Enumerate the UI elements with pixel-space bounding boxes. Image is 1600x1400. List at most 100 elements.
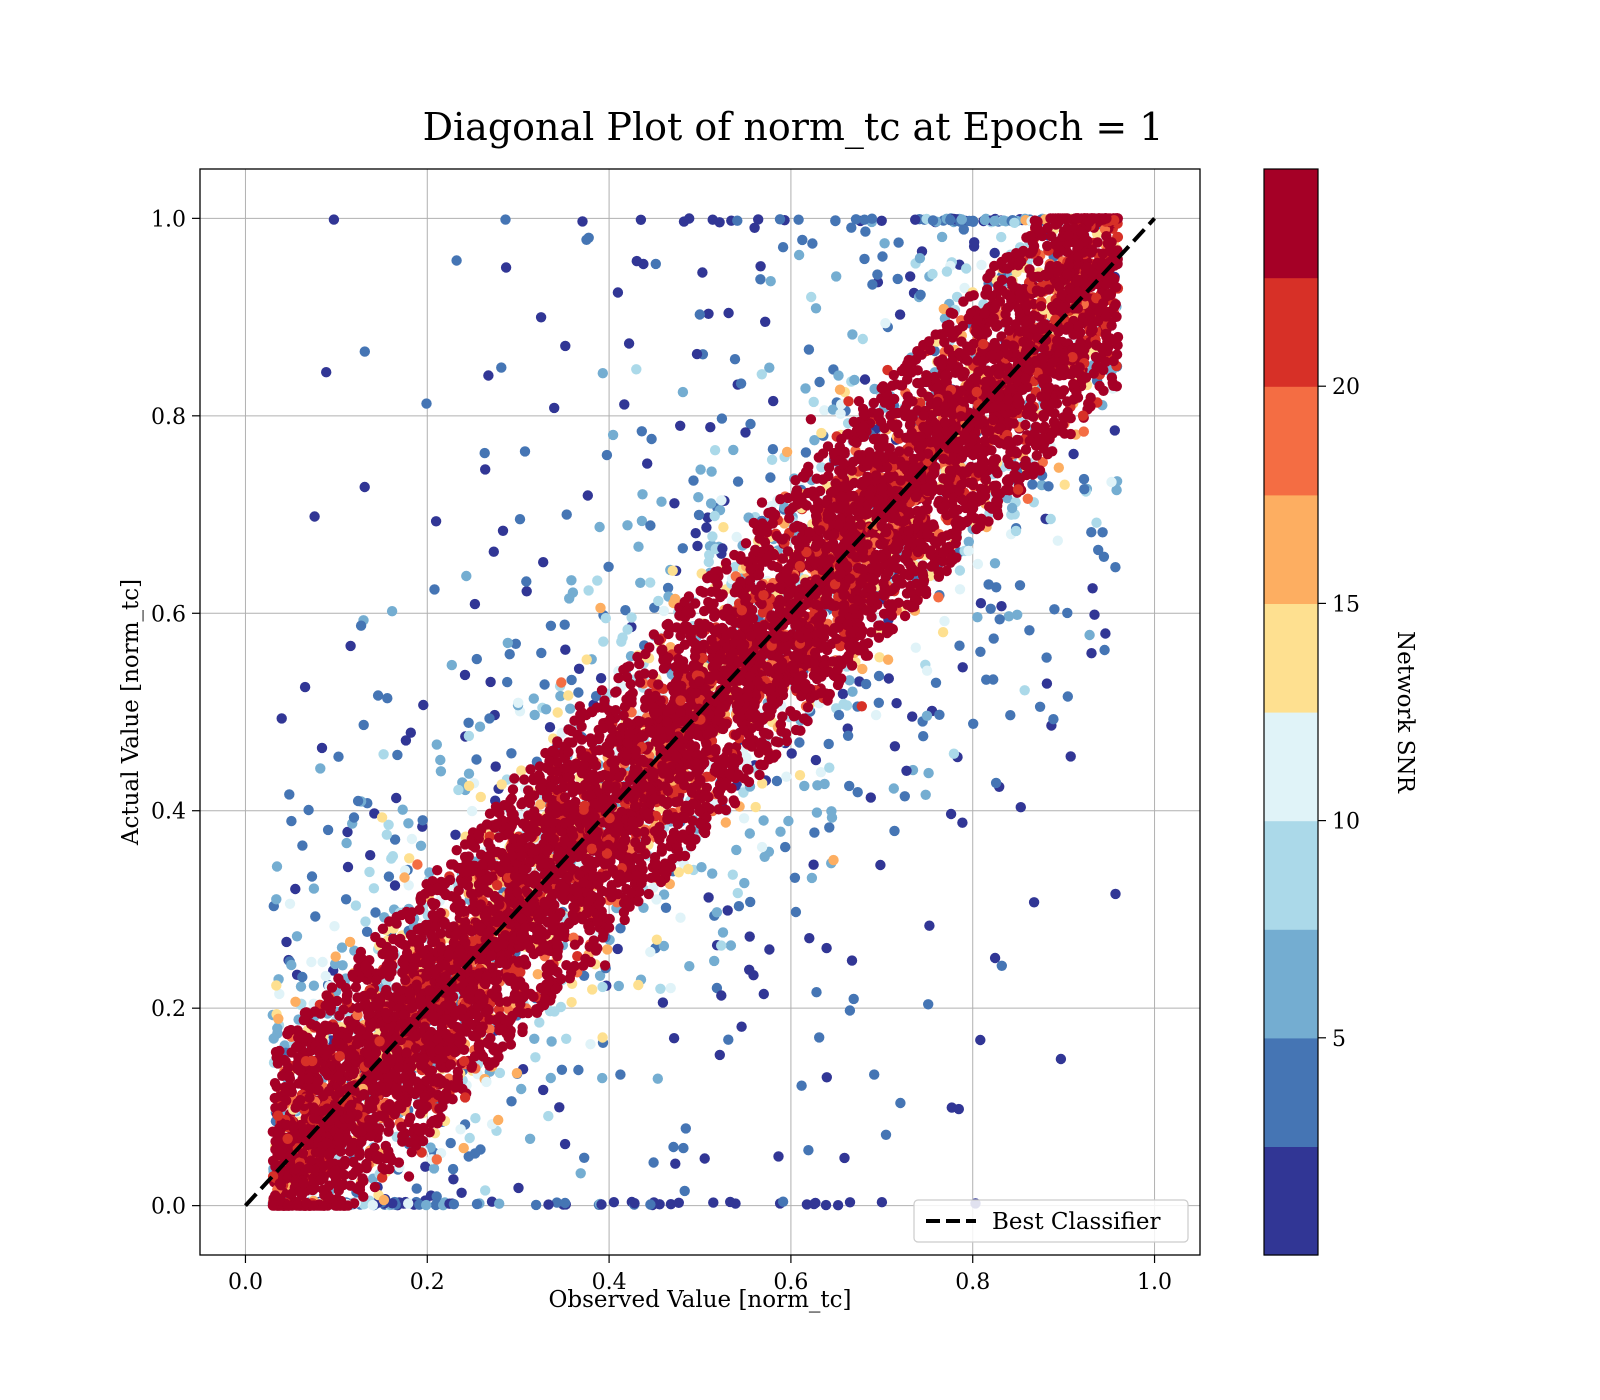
scatter-point	[510, 638, 521, 649]
scatter-point	[756, 369, 767, 380]
scatter-point	[1097, 527, 1108, 538]
scatter-point	[777, 242, 789, 253]
scatter-point	[996, 231, 1007, 243]
scatter-point	[543, 1199, 554, 1210]
scatter-point	[756, 841, 768, 853]
scatter-point	[622, 624, 633, 635]
scatter-point	[430, 1199, 441, 1211]
scatter-point	[645, 1199, 656, 1210]
scatter-point	[529, 709, 540, 721]
scatter-point	[563, 690, 574, 701]
scatter-point	[405, 727, 416, 738]
scatter-point	[771, 775, 783, 787]
scatter-point	[923, 999, 934, 1010]
scatter-point	[544, 722, 556, 733]
scatter-point	[728, 444, 739, 456]
scatter-point	[921, 665, 933, 676]
scatter-point	[988, 674, 999, 685]
scatter-point	[954, 640, 965, 651]
scatter-point	[1053, 462, 1065, 473]
scatter-point	[428, 1163, 440, 1174]
scatter-point	[463, 768, 475, 779]
scatter-point	[907, 711, 918, 722]
scatter-point	[690, 528, 701, 539]
scatter-point	[582, 490, 593, 501]
scatter-point	[337, 960, 348, 971]
scatter-point	[365, 850, 376, 861]
scatter-point	[939, 615, 950, 627]
scatter-point	[623, 338, 635, 349]
scatter-point	[706, 466, 717, 477]
scatter-point	[631, 255, 642, 267]
scatter-point	[793, 249, 805, 261]
scatter-point	[310, 911, 321, 922]
scatter-point	[536, 647, 547, 659]
scatter-point	[416, 1147, 427, 1158]
scatter-point	[573, 1064, 584, 1076]
scatter-point	[342, 826, 353, 838]
scatter-point	[358, 719, 369, 731]
scatter-point	[1059, 479, 1070, 490]
scatter-point	[456, 1187, 467, 1199]
scatter-point	[546, 1036, 557, 1047]
scatter-point	[895, 1097, 906, 1109]
scatter-point	[824, 762, 835, 773]
scatter-point	[317, 956, 328, 968]
scatter-point	[956, 214, 967, 225]
scatter-point	[797, 234, 808, 246]
scatter-point	[516, 765, 527, 776]
scatter-point	[937, 627, 949, 638]
chart-title: Diagonal Plot of norm_tc at Epoch = 1	[423, 105, 1164, 150]
scatter-point	[271, 980, 282, 991]
scatter-point	[509, 773, 520, 784]
scatter-point	[670, 593, 681, 605]
scatter-point	[469, 1148, 481, 1159]
scatter-point	[701, 522, 712, 533]
scatter-point	[1091, 517, 1102, 528]
scatter-point	[607, 429, 619, 441]
scatter-point	[716, 495, 727, 506]
scatter-point	[613, 980, 624, 992]
scatter-point	[954, 584, 966, 595]
scatter-point	[479, 447, 490, 459]
scatter-point	[364, 866, 375, 878]
scatter-point	[707, 868, 718, 879]
scatter-point	[757, 778, 768, 789]
scatter-point	[789, 872, 801, 883]
scatter-point	[767, 444, 779, 455]
scatter-point	[673, 867, 684, 878]
scatter-point	[893, 237, 904, 248]
scatter-point	[597, 1032, 608, 1043]
scatter-point	[619, 399, 630, 410]
scatter-point	[532, 969, 543, 980]
scatter-point	[420, 1161, 431, 1172]
scatter-point	[496, 779, 507, 790]
scatter-point	[924, 920, 935, 931]
scatter-point	[539, 679, 550, 690]
scatter-point	[1098, 551, 1110, 562]
scatter-point	[645, 946, 656, 958]
scatter-point	[963, 536, 974, 547]
scatter-point	[377, 1172, 388, 1183]
scatter-point	[360, 916, 371, 927]
scatter-point	[315, 763, 326, 774]
scatter-point	[821, 1072, 832, 1083]
scatter-point	[345, 640, 356, 652]
scatter-point	[271, 861, 283, 872]
scatter-point	[1093, 544, 1104, 556]
scatter-point	[608, 1197, 620, 1208]
scatter-point	[650, 258, 661, 270]
scatter-point	[794, 770, 806, 781]
scatter-point	[807, 238, 818, 249]
scatter-point	[642, 458, 653, 469]
scatter-point	[600, 613, 611, 624]
scatter-point	[656, 496, 667, 507]
scatter-point	[1003, 611, 1015, 622]
scatter-point	[994, 614, 1005, 625]
scatter-point	[635, 214, 647, 225]
scatter-point	[367, 1199, 378, 1211]
scatter-point	[594, 521, 605, 533]
scatter-point	[448, 1199, 460, 1210]
scatter-point	[777, 1196, 789, 1207]
